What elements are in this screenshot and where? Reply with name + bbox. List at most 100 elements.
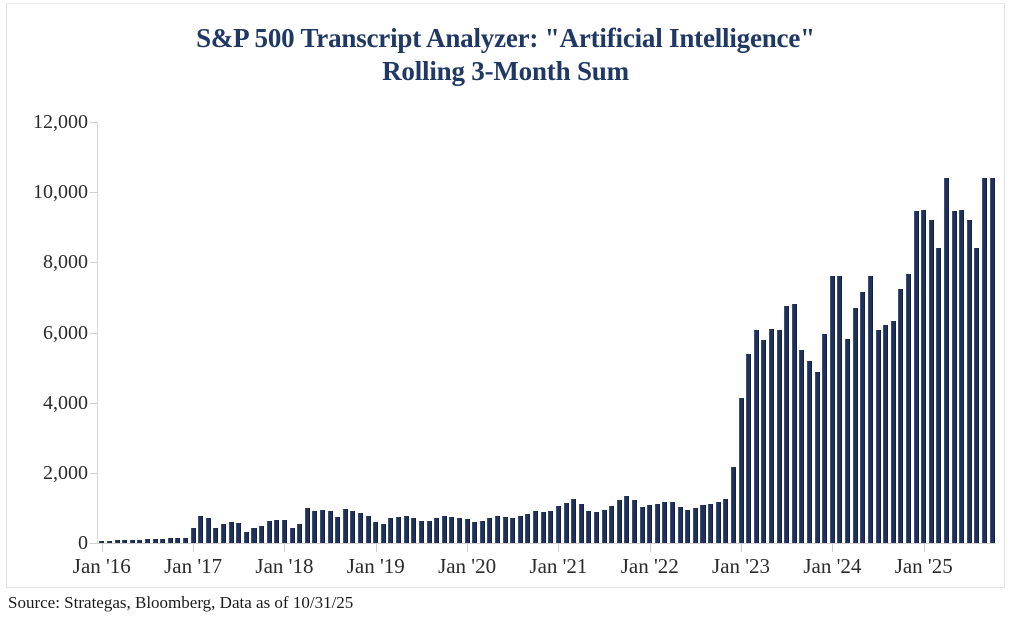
y-tick-mark (90, 472, 97, 474)
bar (380, 524, 386, 543)
bar (905, 273, 911, 543)
bar (517, 516, 523, 543)
bar (708, 503, 714, 543)
source-note: Source: Strategas, Bloomberg, Data as of… (8, 593, 354, 612)
bar (114, 540, 120, 543)
bar (198, 516, 204, 543)
bar (144, 539, 150, 543)
x-tick-mark (284, 544, 285, 552)
bar (449, 517, 455, 543)
x-tick-label: Jan '23 (712, 554, 771, 578)
bar (441, 516, 447, 543)
y-tick-label: 6,000 (43, 321, 88, 344)
bar (578, 504, 584, 543)
bar (434, 518, 440, 543)
x-tick-mark (650, 544, 651, 552)
bar (221, 524, 227, 543)
bar (753, 330, 759, 543)
bar (632, 500, 638, 543)
x-tick-label: Jan '22 (620, 554, 679, 578)
bar (982, 178, 988, 543)
bar (160, 538, 166, 543)
bar (799, 350, 805, 543)
bar (768, 329, 774, 543)
bar (510, 517, 516, 543)
bar (898, 289, 904, 543)
y-tick-label: 8,000 (43, 251, 88, 274)
bar (129, 539, 135, 543)
bar (555, 505, 561, 543)
x-tick-mark (924, 544, 925, 552)
bar (784, 306, 790, 543)
y-axis-labels: 0 2,000 4,000 6,000 8,000 10,000 12,000 (0, 0, 88, 621)
bar (396, 517, 402, 543)
bar (959, 209, 965, 543)
bar (928, 220, 934, 543)
bar (243, 532, 249, 543)
x-tick-mark (376, 544, 377, 552)
x-tick-label: Jan '25 (894, 554, 953, 578)
chart-title-line-1: S&P 500 Transcript Analyzer: "Artificial… (196, 23, 815, 53)
bar (989, 178, 995, 543)
plot-area (98, 122, 996, 543)
bar (266, 521, 272, 543)
bar (730, 467, 736, 543)
bar (966, 220, 972, 543)
bar (677, 506, 683, 543)
bar (479, 521, 485, 543)
bar (715, 502, 721, 543)
bar (829, 276, 835, 543)
bar (403, 516, 409, 543)
y-tick-label: 2,000 (43, 461, 88, 484)
x-tick-label: Jan '17 (164, 554, 223, 578)
bar (274, 519, 280, 543)
x-tick-label: Jan '18 (255, 554, 314, 578)
bar (586, 510, 592, 543)
bar (563, 503, 569, 543)
bar (411, 518, 417, 543)
bar (761, 339, 767, 543)
bar (418, 521, 424, 543)
bar (860, 291, 866, 543)
bar (540, 512, 546, 543)
bar (913, 211, 919, 543)
bar (335, 516, 341, 543)
bar (190, 527, 196, 543)
y-tick-label: 12,000 (33, 111, 88, 133)
bar (350, 511, 356, 543)
bar (593, 512, 599, 543)
x-axis-line (97, 543, 996, 544)
bar (776, 330, 782, 543)
x-tick-label: Jan '24 (803, 554, 862, 578)
bar (814, 371, 820, 543)
bar (304, 507, 310, 543)
bar (327, 511, 333, 543)
x-tick-mark (102, 544, 103, 552)
bar (883, 325, 889, 543)
bar (365, 516, 371, 543)
y-tick-mark (90, 332, 97, 334)
bar (297, 524, 303, 543)
bar (624, 496, 630, 543)
bar (99, 540, 105, 543)
bar (137, 539, 143, 543)
bar (175, 538, 181, 543)
y-tick-label: 0 (78, 532, 88, 554)
bar (951, 211, 957, 543)
bar (205, 518, 211, 543)
bar (867, 276, 873, 543)
bar (525, 513, 531, 543)
bar (167, 538, 173, 543)
bar (700, 505, 706, 543)
bar (571, 498, 577, 543)
bar (358, 512, 364, 543)
bar (281, 519, 287, 543)
x-tick-mark (467, 544, 468, 552)
x-tick-label: Jan '20 (438, 554, 497, 578)
bar (807, 361, 813, 543)
bar (426, 520, 432, 543)
y-tick-mark (90, 262, 97, 264)
x-tick-mark (832, 544, 833, 552)
bar (251, 528, 257, 543)
bar (890, 320, 896, 543)
